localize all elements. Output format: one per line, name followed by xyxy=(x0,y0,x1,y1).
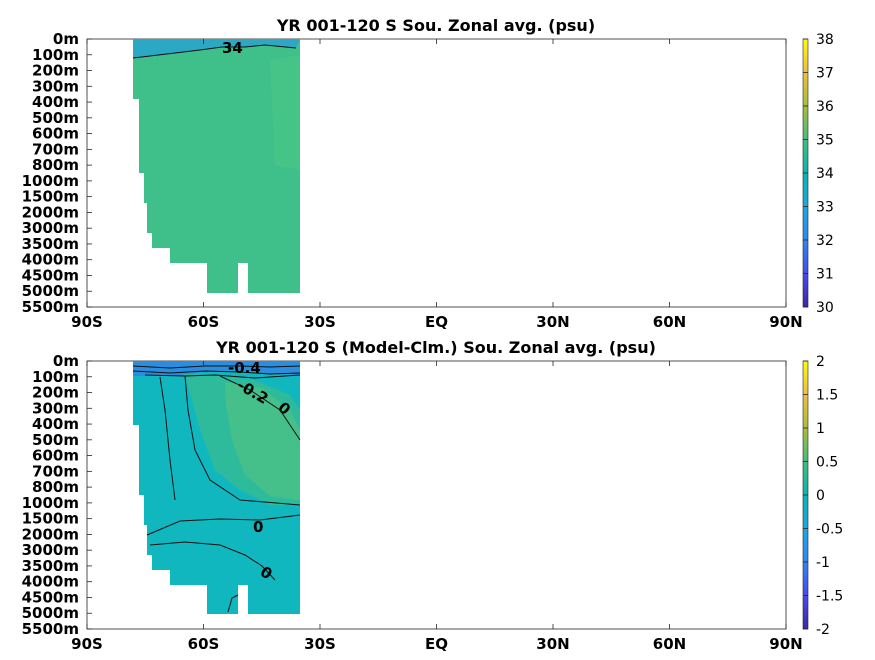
x-tick-label: 30S xyxy=(304,313,336,331)
x-tick-label: 60S xyxy=(188,313,220,331)
x-axis-top: 90S 60S 30S EQ 30N 60N 90N xyxy=(71,39,803,331)
x-tick-label: 90S xyxy=(71,635,103,653)
y-tick-label: 4500m xyxy=(22,266,79,284)
colorbar-tick-label: 35 xyxy=(816,133,834,149)
y-tick-label: 3000m xyxy=(22,219,79,237)
panel-top: YR 001-120 S Sou. Zonal avg. (psu) 34 90… xyxy=(22,16,834,331)
colorbar-tick-label: -2 xyxy=(816,622,830,638)
y-tick-label: 5000m xyxy=(22,604,79,622)
y-tick-label: 200m xyxy=(32,62,79,80)
colorbar-tick-label: 34 xyxy=(816,166,834,182)
colorbar-tick-label: 1 xyxy=(816,421,825,437)
y-tick-label: 500m xyxy=(32,109,79,127)
colorbar-tick-label: -0.5 xyxy=(816,522,843,538)
colorbar-tick-label: 33 xyxy=(816,200,834,216)
colorbar-tick-label: 37 xyxy=(816,66,834,82)
y-tick-label: 5500m xyxy=(22,620,79,638)
salinity-field xyxy=(133,39,300,293)
contour-label: 0 xyxy=(253,518,263,536)
chart-title-top: YR 001-120 S Sou. Zonal avg. (psu) xyxy=(276,16,595,35)
y-tick-label: 4500m xyxy=(22,588,79,606)
colorbar-tick-label: 0.5 xyxy=(816,455,838,471)
anomaly-contours xyxy=(132,365,301,613)
y-tick-label: 1000m xyxy=(22,172,79,190)
y-tick-label: 800m xyxy=(32,478,79,496)
y-tick-label: 1500m xyxy=(22,188,79,206)
colorbar-tick-label: -1 xyxy=(816,555,830,571)
y-axis-bottom: 0m100m200m300m400m500m600m700m800m1000m1… xyxy=(22,352,92,638)
y-tick-label: 100m xyxy=(32,368,79,386)
y-tick-label: 0m xyxy=(53,30,79,48)
x-tick-label: 90S xyxy=(71,313,103,331)
y-tick-label: 3500m xyxy=(22,557,79,575)
fresh-surface-layer xyxy=(133,39,300,58)
y-tick-label: 300m xyxy=(32,77,79,95)
colorbar-tick-label: 30 xyxy=(816,300,834,316)
contour-label: -0.4 xyxy=(228,359,261,377)
x-axis-bottom: 90S 60S 30S EQ 30N 60N 90N xyxy=(71,361,803,653)
y-tick-label: 500m xyxy=(32,431,79,449)
colorbar-tick-label: 2 xyxy=(816,354,825,370)
colorbar-tick-label: 32 xyxy=(816,233,834,249)
y-tick-label: 2000m xyxy=(22,203,79,221)
y-tick-label: 800m xyxy=(32,156,79,174)
y-tick-label: 5500m xyxy=(22,298,79,316)
panel-bottom: YR 001-120 S (Model-Clm.) Sou. Zonal avg… xyxy=(22,338,844,653)
chart-title-bottom: YR 001-120 S (Model-Clm.) Sou. Zonal avg… xyxy=(215,338,656,357)
y-tick-label: 200m xyxy=(32,384,79,402)
colorbar-ticks-bottom: 2 1.5 1 0.5 0 -0.5 -1 -1.5 -2 xyxy=(803,354,843,638)
y-tick-label: 4000m xyxy=(22,573,79,591)
colorbar-tick-label: 38 xyxy=(816,32,834,48)
y-tick-label: 2000m xyxy=(22,525,79,543)
colorbar-ticks-top: 30 31 32 33 34 35 36 37 38 xyxy=(803,32,834,316)
y-tick-label: 400m xyxy=(32,415,79,433)
colorbar-tick-label: 1.5 xyxy=(816,388,838,404)
x-tick-label: 30N xyxy=(536,635,569,653)
x-tick-label: 90N xyxy=(769,313,802,331)
y-tick-label: 1000m xyxy=(22,494,79,512)
y-tick-label: 0m xyxy=(53,352,79,370)
y-tick-label: 4000m xyxy=(22,251,79,269)
x-tick-label: EQ xyxy=(425,313,448,331)
x-tick-label: 30S xyxy=(304,635,336,653)
y-tick-label: 3000m xyxy=(22,541,79,559)
y-tick-label: 700m xyxy=(32,462,79,480)
x-tick-label: EQ xyxy=(425,635,448,653)
y-tick-label: 300m xyxy=(32,399,79,417)
x-tick-label: 60N xyxy=(653,313,686,331)
y-tick-label: 600m xyxy=(32,125,79,143)
x-tick-label: 60S xyxy=(188,635,220,653)
colorbar-tick-label: 36 xyxy=(816,99,834,115)
colorbar-tick-label: 31 xyxy=(816,267,834,283)
y-tick-label: 5000m xyxy=(22,282,79,300)
y-tick-label: 700m xyxy=(32,140,79,158)
x-tick-label: 60N xyxy=(653,635,686,653)
y-tick-label: 400m xyxy=(32,93,79,111)
y-axis-top: 0m100m200m300m400m500m600m700m800m1000m1… xyxy=(22,30,92,316)
colorbar-tick-label: 0 xyxy=(816,488,825,504)
y-tick-label: 100m xyxy=(32,46,79,64)
x-tick-label: 30N xyxy=(536,313,569,331)
y-tick-label: 1500m xyxy=(22,510,79,528)
contour-34 xyxy=(132,44,297,59)
contour-label: 34 xyxy=(222,39,243,57)
y-tick-label: 600m xyxy=(32,447,79,465)
colorbar-tick-label: -1.5 xyxy=(816,589,843,605)
y-tick-label: 3500m xyxy=(22,235,79,253)
deep-band xyxy=(270,55,300,170)
x-tick-label: 90N xyxy=(769,635,802,653)
